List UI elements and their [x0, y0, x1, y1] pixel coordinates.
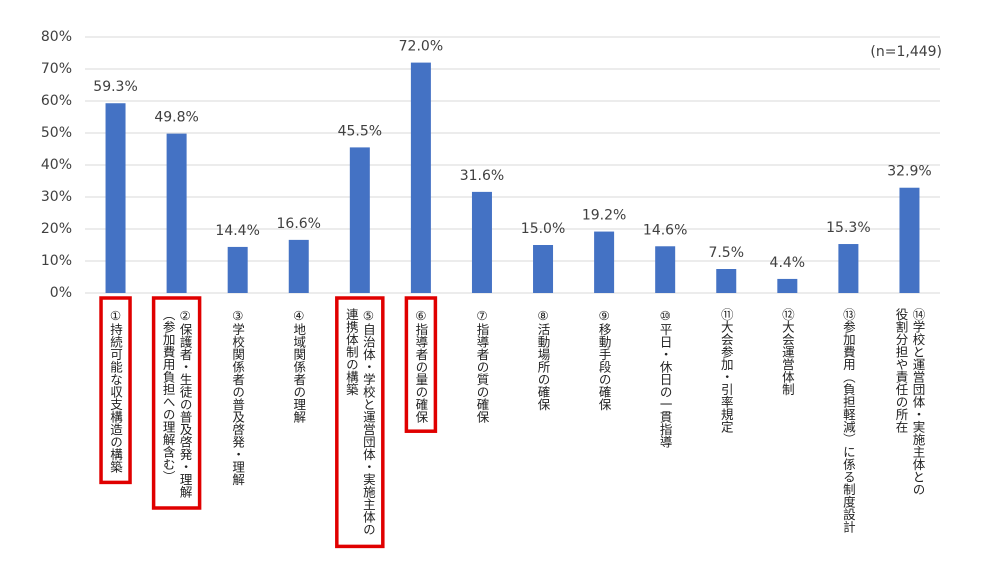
x-tick-label: ⑧活動場所の確保	[536, 308, 551, 411]
value-label: 32.9%	[887, 164, 931, 180]
value-label: 14.4%	[215, 223, 259, 239]
x-tick-label: ⑫大会運営体制	[780, 308, 795, 396]
x-tick-label: 連携体制の構築	[344, 308, 359, 396]
x-tick-label: ⑩平日・休日の一貫指導	[658, 308, 673, 448]
y-tick-label: 20%	[41, 221, 72, 237]
value-label: 72.0%	[399, 39, 443, 55]
x-tick-label: ③学校関係者の普及啓発・理解	[230, 308, 245, 486]
bar	[227, 246, 248, 293]
x-tick-label: ⑬参加費用（負担軽減）に係る制度設計	[841, 308, 856, 533]
y-tick-label: 0%	[50, 285, 72, 301]
y-tick-label: 60%	[41, 93, 72, 109]
value-label: 45.5%	[338, 123, 382, 139]
bar	[288, 239, 309, 293]
y-tick-label: 40%	[41, 157, 72, 173]
x-tick-label: ⑥指導者の量の確保	[413, 308, 428, 423]
value-label: 14.6%	[643, 222, 687, 238]
highlight-box	[151, 296, 202, 510]
bar	[899, 187, 920, 293]
bar	[533, 245, 554, 293]
x-tick-label: ⑭学校と運営団体・実施主体との	[910, 308, 925, 496]
x-tick-label: 役割分担や責任の所在	[893, 307, 908, 433]
bar	[716, 269, 737, 293]
bar	[105, 103, 126, 294]
value-label: 59.3%	[93, 79, 137, 95]
highlight-box	[335, 296, 385, 549]
bar	[777, 278, 798, 293]
y-tick-label: 10%	[41, 253, 72, 269]
value-label: 19.2%	[582, 208, 626, 224]
x-tick-label: ⑨移動手段の確保	[597, 308, 612, 411]
highlight-box	[99, 296, 132, 485]
annotation: (n=1,449)	[870, 44, 942, 60]
bar	[838, 244, 859, 293]
bar	[655, 246, 676, 293]
value-label: 4.4%	[770, 255, 806, 271]
value-label: 7.5%	[708, 245, 744, 261]
value-label: 15.3%	[826, 220, 870, 236]
value-label: 49.8%	[154, 110, 198, 126]
bar	[594, 231, 615, 293]
y-tick-label: 50%	[41, 125, 72, 141]
value-label: 15.0%	[521, 221, 565, 237]
bar	[166, 133, 187, 293]
x-tick-label: ⑦指導者の質の確保	[474, 308, 489, 423]
value-label: 16.6%	[277, 216, 321, 232]
x-tick-label: （参加費用負担への理解含む）	[161, 308, 176, 483]
bar	[471, 191, 492, 293]
highlight-box	[404, 296, 438, 433]
y-tick-label: 30%	[41, 189, 72, 205]
x-tick-label: ⑪大会参加・引率規定	[719, 308, 734, 434]
x-tick-label: ④地域関係者の理解	[291, 308, 306, 424]
y-tick-label: 80%	[41, 29, 72, 45]
bar	[349, 147, 370, 293]
x-tick-label: ②保護者・生徒の普及啓発・理解	[178, 308, 193, 499]
x-tick-label: ①持続可能な収支構造の構築	[108, 308, 123, 473]
value-label: 31.6%	[460, 168, 504, 184]
y-tick-label: 70%	[41, 61, 72, 77]
bar	[410, 62, 431, 293]
x-tick-label: ⑤自治体・学校と運営団体・実施主体の	[361, 308, 376, 536]
